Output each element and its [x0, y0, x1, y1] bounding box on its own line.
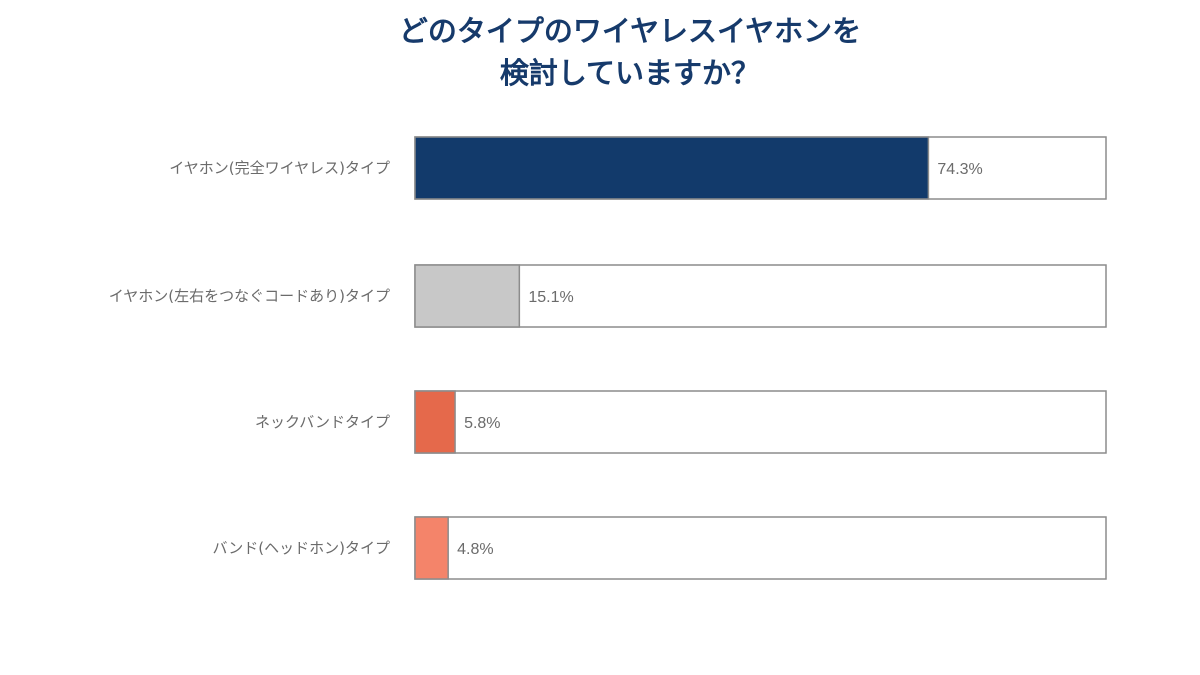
category-label: バンド(ヘッドホン)タイプ — [213, 539, 390, 557]
bar — [414, 390, 456, 454]
chart-title-line-1: どのタイプのワイヤレスイヤホンを — [398, 14, 862, 48]
chart-title: どのタイプのワイヤレスイヤホンを 検討していますか？ — [0, 10, 1200, 94]
category-label: ネックバンドタイプ — [255, 413, 390, 431]
bar — [414, 264, 521, 328]
value-label: 4.8% — [457, 541, 493, 558]
bar-track — [414, 390, 1107, 454]
bar — [414, 516, 449, 580]
category-label: イヤホン(左右をつなぐコードあり)タイプ — [109, 287, 390, 305]
value-label: 74.3% — [937, 161, 982, 178]
bar — [414, 136, 930, 200]
value-label: 15.1% — [528, 289, 573, 306]
value-label: 5.8% — [464, 415, 500, 432]
category-label: イヤホン(完全ワイヤレス)タイプ — [169, 159, 390, 177]
bar-track — [414, 516, 1107, 580]
chart-title-line-2: 検討していますか？ — [499, 56, 761, 90]
